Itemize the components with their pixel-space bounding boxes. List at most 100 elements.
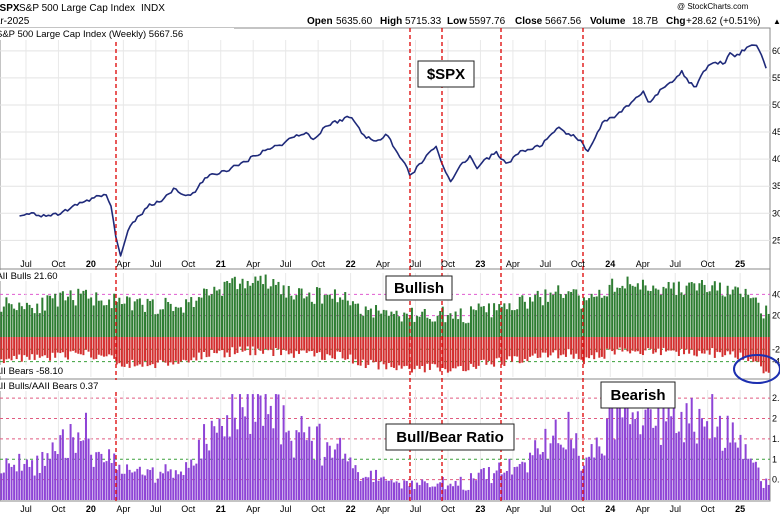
ratio-bar <box>462 489 465 500</box>
ratio-bar <box>244 416 247 500</box>
bears-bar <box>562 337 565 355</box>
bears-bar <box>593 337 596 360</box>
bears-bar <box>611 337 614 352</box>
bulls-bar <box>295 295 298 337</box>
bears-bar <box>649 337 652 349</box>
ratio-bar <box>49 459 52 500</box>
ratio-bar <box>757 467 760 500</box>
bears-bar <box>203 337 206 352</box>
volume-value: 18.7B <box>632 16 658 27</box>
bulls-bar <box>128 297 131 337</box>
ratio-bar <box>426 483 429 500</box>
bears-bar <box>82 337 85 356</box>
bears-bar <box>336 337 339 352</box>
bulls-bar <box>724 296 727 337</box>
ratio-bar <box>282 405 285 500</box>
ratio-bar <box>280 444 283 500</box>
bulls-bar <box>20 306 23 337</box>
bears-bar <box>210 337 213 350</box>
ratio-bar <box>413 488 416 500</box>
bar-series <box>0 274 770 500</box>
ratio-bar <box>675 433 678 500</box>
close-label: Close <box>515 16 543 27</box>
ratio-bar <box>210 420 213 500</box>
ratio-bar <box>190 459 193 500</box>
bulls-bar <box>659 294 662 337</box>
bears-bar <box>495 337 498 359</box>
bears-bar <box>590 337 593 356</box>
bears-bar <box>41 337 44 357</box>
bears-bar <box>400 337 403 369</box>
low-value: 5597.76 <box>469 16 506 27</box>
bears-bar <box>616 337 619 350</box>
bulls-bar <box>177 307 180 337</box>
bulls-bar <box>64 300 67 337</box>
bears-bar <box>439 337 442 372</box>
bulls-bar <box>205 288 208 337</box>
bears-bar <box>375 337 378 362</box>
bears-bar <box>482 337 485 360</box>
ratio-bar <box>611 402 614 500</box>
bears-bar <box>169 337 172 363</box>
ratio-bar <box>72 437 75 500</box>
ratio-bar <box>20 470 23 500</box>
ratio-bar <box>120 473 123 500</box>
price-y-tick: 4500 <box>772 127 780 137</box>
ratio-bar <box>657 404 660 500</box>
bulls-bar <box>285 297 288 337</box>
bears-bar <box>110 337 113 356</box>
bears-bar <box>33 337 36 360</box>
bulls-bar <box>72 300 75 337</box>
bulls-bar <box>480 306 483 337</box>
bears-bar <box>315 337 318 353</box>
bears-bar <box>344 337 347 360</box>
ratio-bar <box>541 452 544 500</box>
bears-label-bg <box>0 365 86 376</box>
bears-bar <box>108 337 111 355</box>
bulls-bar <box>179 307 182 337</box>
bears-bar <box>711 337 714 349</box>
x-axis-tick-label: Oct <box>181 504 196 514</box>
bears-bar <box>626 337 629 352</box>
bulls-bar <box>441 306 444 337</box>
bears-bar <box>595 337 598 353</box>
bulls-bar <box>675 294 678 337</box>
bulls-bar <box>254 276 257 337</box>
bears-bar <box>731 337 734 352</box>
bulls-bar <box>97 300 100 337</box>
bears-bar <box>72 337 75 351</box>
ratio-bar <box>215 432 218 500</box>
bulls-bar <box>46 295 49 337</box>
bulls-bar <box>713 281 716 337</box>
ratio-bar <box>59 435 62 500</box>
ratio-bar <box>747 458 750 500</box>
bulls-bar <box>51 298 54 337</box>
ratio-bar <box>131 472 134 500</box>
bears-bar <box>274 337 277 348</box>
ratio-bar <box>708 439 711 500</box>
chg-value: +28.62 (+0.51%) <box>686 16 761 27</box>
bulls-bar <box>516 309 519 337</box>
bulls-bar <box>5 297 8 337</box>
x-axis-ticks: Jul Jul Oct Oct 20 20 Apr Apr Jul Jul Oct Oct 21 21 Ap… <box>20 259 745 514</box>
gridlines <box>0 40 770 500</box>
ratio-bar <box>631 412 634 500</box>
ratio-bar <box>459 476 462 500</box>
ratio-bar <box>562 447 565 500</box>
x-axis-tick-label: 25 <box>735 259 745 269</box>
vertical-marker-lines <box>115 28 584 501</box>
ratio-y-tick: 1 <box>772 454 777 464</box>
bears-bar <box>423 337 426 373</box>
ratio-bar <box>308 426 311 500</box>
ratio-bar <box>593 457 596 500</box>
ratio-bar <box>423 481 426 500</box>
bulls-bar <box>0 311 3 337</box>
ratio-bar <box>15 471 18 500</box>
bears-bar <box>28 337 31 360</box>
index-name: S&P 500 Large Cap Index <box>19 3 135 14</box>
ratio-bar <box>274 394 277 500</box>
bears-bar <box>503 337 506 366</box>
ratio-bar <box>634 418 637 500</box>
bulls-bar <box>690 282 693 337</box>
ratio-bar <box>161 473 164 500</box>
